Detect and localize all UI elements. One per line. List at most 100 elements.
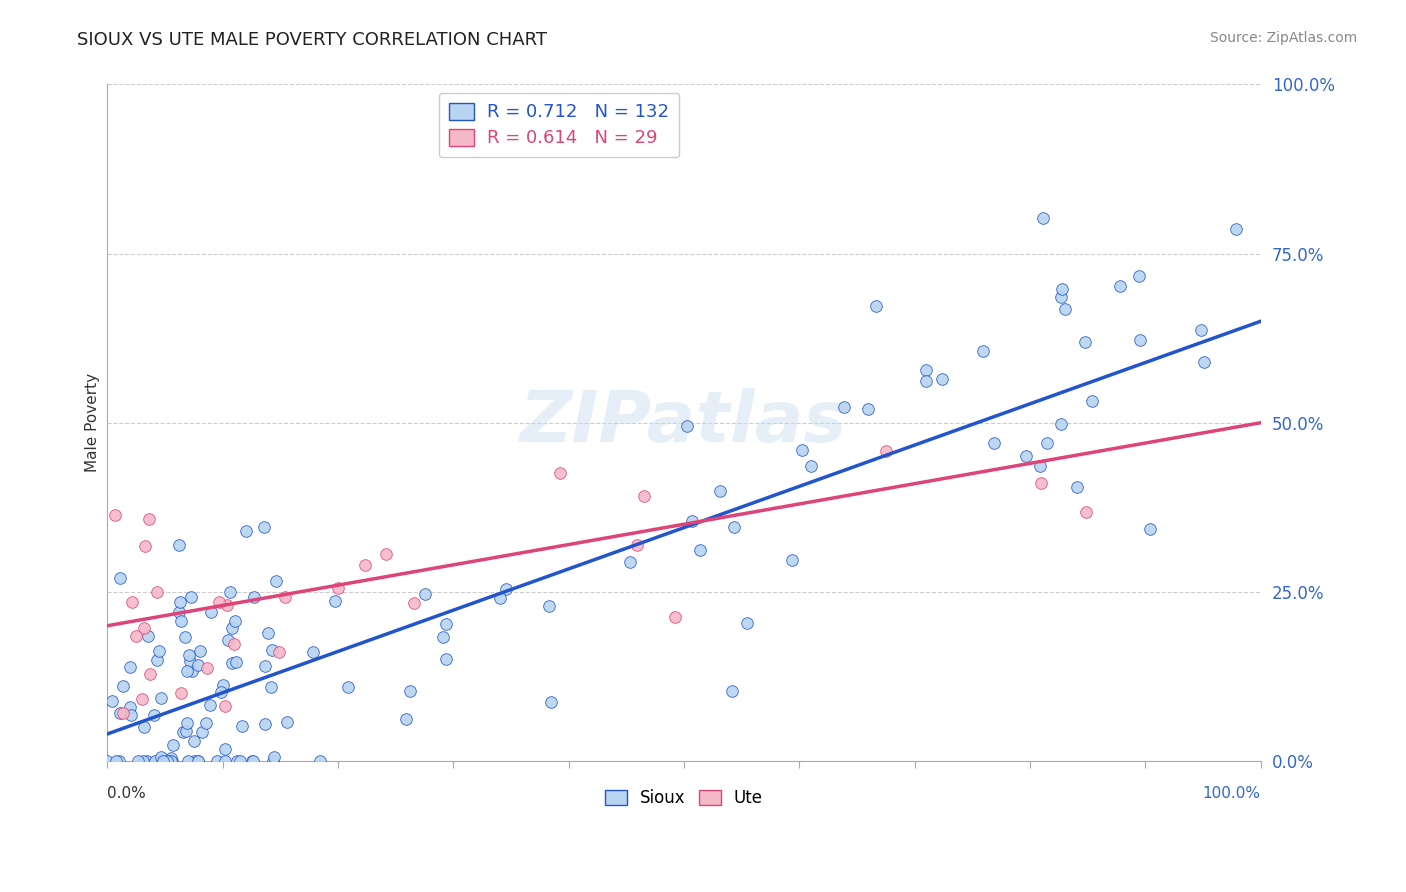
Point: [160, 754, 183, 768]
Point: [157, 754, 180, 768]
Point: [221, 656, 243, 670]
Point: [169, 686, 191, 700]
Point: [242, 754, 264, 768]
Point: [257, 626, 280, 640]
Point: [1128, 268, 1150, 283]
Point: [1081, 393, 1104, 408]
Point: [858, 402, 880, 417]
Point: [191, 725, 214, 739]
Point: [1029, 459, 1052, 474]
Legend: Sioux, Ute: Sioux, Ute: [599, 782, 769, 814]
Point: [104, 508, 127, 522]
Point: [167, 538, 190, 552]
Point: [100, 693, 122, 707]
Point: [231, 719, 253, 733]
Point: [782, 553, 804, 567]
Point: [1189, 323, 1212, 337]
Point: [302, 645, 325, 659]
Point: [915, 374, 938, 388]
Point: [276, 714, 298, 729]
Point: [131, 692, 153, 706]
Point: [209, 685, 232, 699]
Text: 100.0%: 100.0%: [1202, 786, 1261, 801]
Point: [214, 754, 236, 768]
Point: [148, 644, 170, 658]
Point: [221, 621, 243, 635]
Point: [1032, 211, 1054, 225]
Point: [190, 644, 212, 658]
Point: [181, 664, 204, 678]
Text: ZIPatlas: ZIPatlas: [520, 388, 848, 458]
Point: [138, 667, 160, 681]
Point: [832, 401, 855, 415]
Point: [1015, 449, 1038, 463]
Point: [142, 708, 165, 723]
Point: [143, 754, 166, 768]
Point: [1050, 291, 1073, 305]
Point: [159, 751, 181, 765]
Point: [176, 665, 198, 679]
Point: [174, 630, 197, 644]
Point: [489, 591, 512, 605]
Point: [180, 590, 202, 604]
Point: [434, 652, 457, 666]
Point: [205, 754, 228, 768]
Point: [399, 683, 422, 698]
Point: [215, 598, 238, 612]
Point: [235, 524, 257, 538]
Point: [120, 700, 142, 714]
Point: [1139, 522, 1161, 536]
Point: [121, 595, 143, 609]
Point: [136, 754, 159, 768]
Point: [127, 754, 149, 768]
Point: [179, 654, 201, 668]
Point: [195, 661, 218, 675]
Point: [169, 595, 191, 609]
Point: [664, 609, 686, 624]
Point: [865, 299, 887, 313]
Point: [183, 733, 205, 747]
Point: [131, 754, 153, 768]
Point: [800, 459, 823, 474]
Point: [1192, 354, 1215, 368]
Point: [1225, 222, 1247, 236]
Point: [152, 754, 174, 768]
Point: [404, 596, 426, 610]
Point: [253, 520, 276, 534]
Point: [177, 648, 200, 663]
Point: [326, 582, 349, 596]
Point: [337, 680, 360, 694]
Point: [253, 716, 276, 731]
Point: [915, 362, 938, 376]
Point: [681, 514, 703, 528]
Point: [260, 643, 283, 657]
Point: [149, 690, 172, 705]
Point: [176, 715, 198, 730]
Point: [187, 754, 209, 768]
Point: [112, 680, 135, 694]
Point: [413, 587, 436, 601]
Point: [240, 754, 263, 768]
Point: [1066, 480, 1088, 494]
Point: [495, 582, 517, 597]
Point: [146, 653, 169, 667]
Point: [721, 684, 744, 698]
Point: [395, 712, 418, 726]
Point: [183, 754, 205, 768]
Point: [931, 372, 953, 386]
Point: [162, 738, 184, 752]
Point: [792, 443, 814, 458]
Point: [110, 571, 132, 585]
Point: [1129, 333, 1152, 347]
Point: [1031, 476, 1053, 491]
Point: [709, 483, 731, 498]
Point: [1074, 335, 1097, 350]
Point: [633, 489, 655, 503]
Point: [1109, 278, 1132, 293]
Point: [436, 616, 458, 631]
Point: [132, 622, 155, 636]
Point: [120, 708, 142, 723]
Point: [225, 655, 247, 669]
Y-axis label: Male Poverty: Male Poverty: [86, 373, 100, 473]
Text: Source: ZipAtlas.com: Source: ZipAtlas.com: [1209, 31, 1357, 45]
